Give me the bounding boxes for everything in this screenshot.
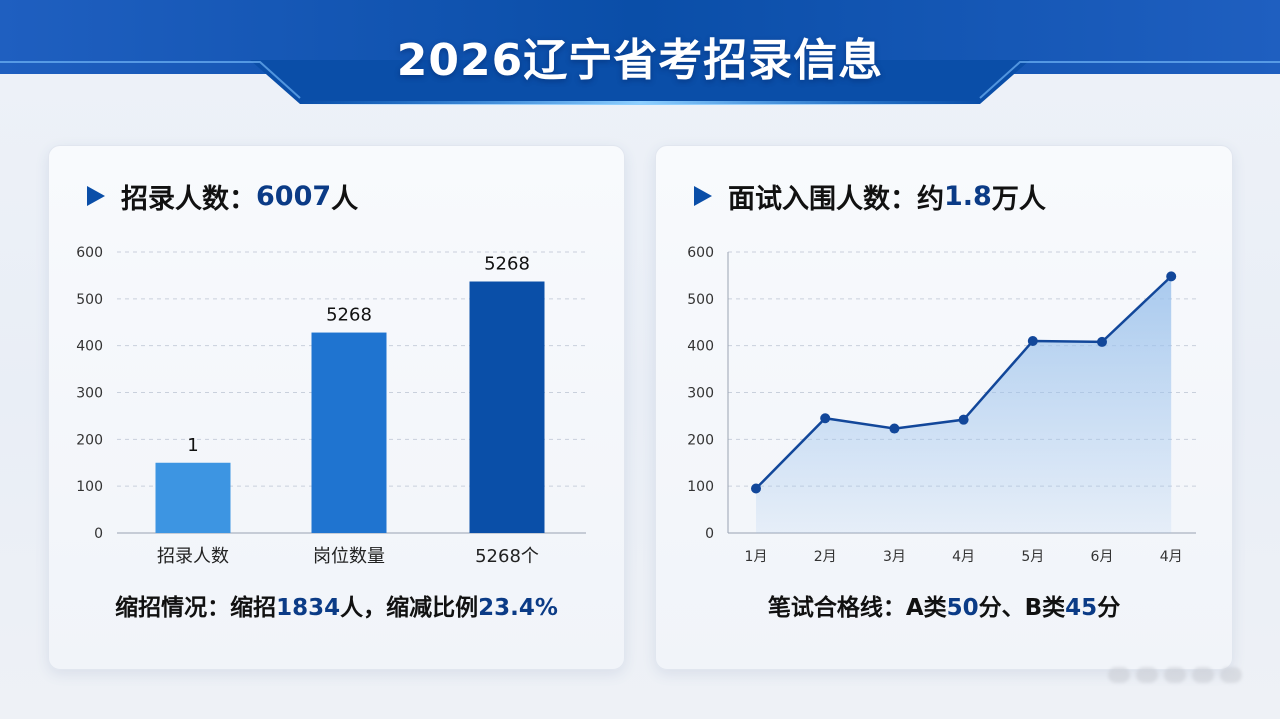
bar-data-label: 5268 bbox=[326, 305, 372, 326]
header-banner bbox=[0, 0, 1280, 105]
y-tick-label: 300 bbox=[76, 386, 103, 402]
recruitment-title-label: 招录人数： bbox=[121, 183, 256, 215]
x-tick-label: 3月 bbox=[883, 549, 906, 565]
y-tick-label: 200 bbox=[76, 432, 103, 448]
bar bbox=[155, 462, 231, 533]
bar-data-label: 1 bbox=[187, 435, 198, 456]
y-tick-label: 0 bbox=[94, 526, 103, 542]
x-tick-label: 招录人数 bbox=[157, 546, 229, 567]
reduction-count: 1834 bbox=[276, 595, 341, 621]
x-tick-label: 1月 bbox=[745, 549, 768, 565]
y-tick-label: 300 bbox=[687, 386, 714, 402]
interview-heading: 面试入围人数：约 1.8 万人 bbox=[694, 176, 1046, 216]
x-tick-label: 5268个 bbox=[475, 546, 539, 567]
passing-score-summary: 笔试合格线：A类50分、B类45分 bbox=[656, 588, 1232, 622]
y-tick-label: 200 bbox=[687, 432, 714, 448]
data-point bbox=[958, 414, 969, 425]
y-tick-label: 400 bbox=[76, 339, 103, 355]
area-fill bbox=[756, 276, 1172, 533]
area-chart: 0 100 200 300 400 500 600 1月 2月 3月 4月 5月 6月 4月 bbox=[687, 245, 1196, 565]
data-point bbox=[1097, 336, 1107, 347]
bar bbox=[469, 281, 545, 533]
score-b: 45 bbox=[1065, 595, 1098, 621]
data-point bbox=[751, 483, 761, 494]
score-a: 50 bbox=[946, 595, 979, 621]
interview-title-label: 面试入围人数：约 bbox=[728, 183, 944, 215]
y-tick-label: 600 bbox=[687, 245, 714, 261]
recruitment-heading: 招录人数： 6007 人 bbox=[87, 176, 358, 216]
y-tick-label: 0 bbox=[705, 526, 714, 542]
interview-panel: 面试入围人数：约 1.8 万人 0 100 200 300 400 500 600 1月 2月 3… bbox=[655, 145, 1233, 670]
y-tick-label: 100 bbox=[76, 479, 103, 495]
recruitment-title-unit: 人 bbox=[331, 183, 359, 215]
x-tick-label: 4月 bbox=[952, 549, 975, 565]
score-prefix: 笔试合格线：A类 bbox=[767, 595, 947, 621]
y-tick-label: 600 bbox=[76, 245, 103, 261]
y-tick-label: 400 bbox=[687, 339, 714, 355]
bar-chart: 0 100 200 300 400 500 600 1 招录人数 5268 岗位数量 5268 5268… bbox=[76, 245, 586, 567]
x-tick-label: 6月 bbox=[1091, 549, 1114, 565]
x-tick-label: 岗位数量 bbox=[313, 546, 385, 567]
recruitment-title-value: 6007 bbox=[256, 180, 332, 212]
data-point bbox=[820, 413, 831, 424]
data-point bbox=[1027, 335, 1038, 346]
score-suffix: 分 bbox=[1097, 595, 1121, 621]
x-tick-label: 2月 bbox=[814, 549, 837, 565]
y-tick-label: 500 bbox=[76, 292, 103, 308]
play-arrow-icon bbox=[694, 186, 712, 206]
y-tick-label: 100 bbox=[687, 479, 714, 495]
bar-data-label: 5268 bbox=[484, 254, 530, 275]
watermark bbox=[1108, 658, 1248, 692]
page-title: 2026辽宁省考招录信息 bbox=[396, 35, 884, 86]
reduction-ratio: 23.4% bbox=[478, 595, 558, 621]
bar bbox=[311, 332, 387, 533]
play-arrow-icon bbox=[87, 186, 105, 206]
x-tick-label: 5月 bbox=[1021, 549, 1044, 565]
data-point bbox=[1166, 271, 1177, 282]
data-point bbox=[889, 423, 900, 434]
reduction-mid: 人，缩减比例 bbox=[340, 595, 479, 621]
interview-title-unit: 万人 bbox=[991, 183, 1046, 215]
x-tick-label: 4月 bbox=[1160, 549, 1183, 565]
reduction-summary: 缩招情况：缩招1834人，缩减比例23.4% bbox=[49, 588, 624, 622]
recruitment-panel: 招录人数： 6007 人 0 100 200 300 400 500 600 1 招录人数 526… bbox=[48, 145, 625, 670]
interview-title-value: 1.8 bbox=[944, 180, 992, 212]
reduction-prefix: 缩招情况：缩招 bbox=[115, 595, 277, 621]
y-tick-label: 500 bbox=[687, 292, 714, 308]
score-mid: 分、B类 bbox=[978, 595, 1066, 621]
